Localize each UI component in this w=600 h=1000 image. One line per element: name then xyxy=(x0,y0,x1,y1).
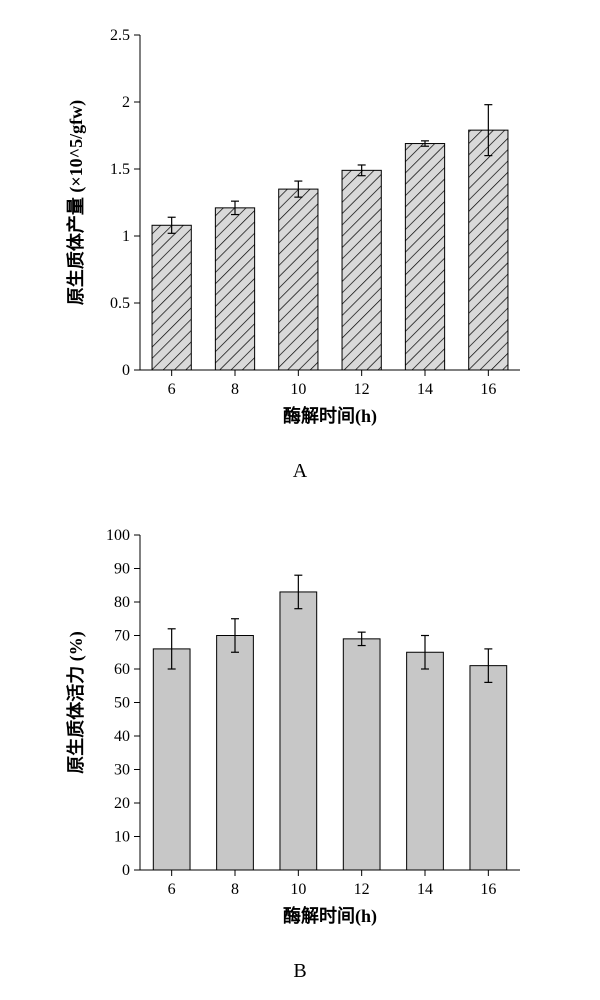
svg-text:40: 40 xyxy=(114,728,130,745)
svg-text:10: 10 xyxy=(290,881,306,898)
chart-b-svg: 0 10 20 30 40 50 60 70 80 90 100 6 8 10 12 14 16 酶解时间(h) 原… xyxy=(60,520,540,940)
bar xyxy=(342,170,381,370)
svg-text:8: 8 xyxy=(231,381,239,398)
svg-text:1: 1 xyxy=(122,228,130,245)
svg-text:10: 10 xyxy=(114,829,130,846)
svg-text:2.5: 2.5 xyxy=(110,27,130,44)
svg-text:原生质体产量 (×10^5/gfw): 原生质体产量 (×10^5/gfw) xyxy=(65,100,87,305)
chart-b: 0 10 20 30 40 50 60 70 80 90 100 6 8 10 12 14 16 酶解时间(h) 原… xyxy=(60,520,540,940)
bar xyxy=(217,636,254,871)
bar xyxy=(279,189,318,370)
svg-text:酶解时间(h): 酶解时间(h) xyxy=(283,405,377,427)
svg-text:12: 12 xyxy=(354,881,370,898)
svg-text:16: 16 xyxy=(480,381,496,398)
svg-text:1.5: 1.5 xyxy=(110,161,130,178)
svg-text:14: 14 xyxy=(417,881,433,898)
svg-text:8: 8 xyxy=(231,881,239,898)
svg-text:6: 6 xyxy=(168,381,176,398)
svg-text:2: 2 xyxy=(122,94,130,111)
bar xyxy=(470,666,507,870)
svg-text:0: 0 xyxy=(122,862,130,879)
chart-a-caption: A xyxy=(0,460,600,483)
svg-text:0.5: 0.5 xyxy=(110,295,130,312)
svg-text:30: 30 xyxy=(114,762,130,779)
svg-text:20: 20 xyxy=(114,795,130,812)
bar xyxy=(407,652,444,870)
bar xyxy=(153,649,190,870)
svg-text:12: 12 xyxy=(354,381,370,398)
svg-text:6: 6 xyxy=(168,881,176,898)
svg-text:70: 70 xyxy=(114,628,130,645)
svg-text:0: 0 xyxy=(122,362,130,379)
bar xyxy=(343,639,380,870)
svg-text:16: 16 xyxy=(480,881,496,898)
page-root: 0 0.5 1 1.5 2 2.5 6 8 10 12 14 16 酶解时间(h) 原生质体产量 (×10… xyxy=(0,0,600,1000)
svg-text:90: 90 xyxy=(114,561,130,578)
svg-text:100: 100 xyxy=(106,527,130,544)
chart-a-svg: 0 0.5 1 1.5 2 2.5 6 8 10 12 14 16 酶解时间(h) 原生质体产量 (×10… xyxy=(60,20,540,440)
svg-text:酶解时间(h): 酶解时间(h) xyxy=(283,905,377,927)
bar xyxy=(152,225,191,370)
bar xyxy=(280,592,317,870)
svg-text:80: 80 xyxy=(114,594,130,611)
chart-b-caption: B xyxy=(0,960,600,983)
svg-text:14: 14 xyxy=(417,381,433,398)
bar xyxy=(405,144,444,370)
bar xyxy=(215,208,254,370)
svg-text:50: 50 xyxy=(114,695,130,712)
svg-text:10: 10 xyxy=(290,381,306,398)
svg-text:原生质体活力 (%): 原生质体活力 (%) xyxy=(65,631,87,774)
svg-text:60: 60 xyxy=(114,661,130,678)
bar xyxy=(469,130,508,370)
chart-a: 0 0.5 1 1.5 2 2.5 6 8 10 12 14 16 酶解时间(h) 原生质体产量 (×10… xyxy=(60,20,540,440)
